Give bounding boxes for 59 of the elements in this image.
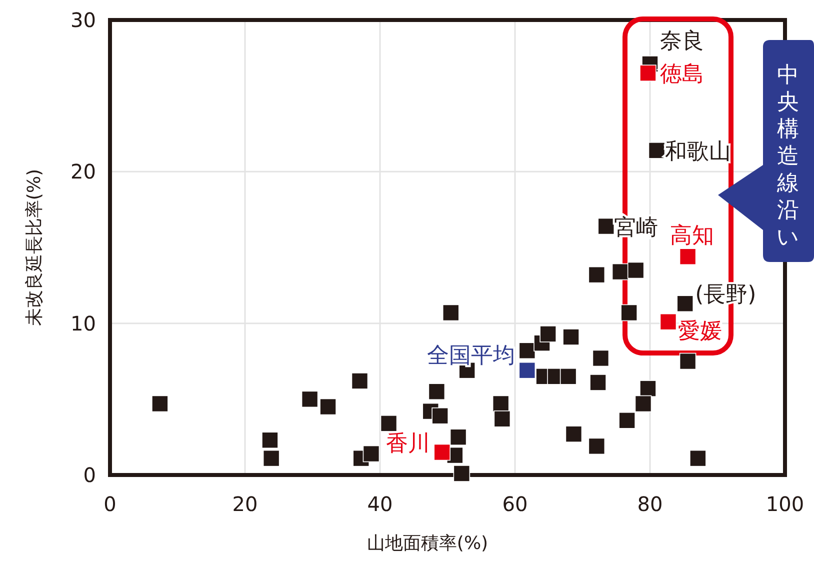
point [588,266,606,284]
point [301,390,318,408]
annotation: 和歌山 [664,139,731,164]
point [627,262,644,279]
point [679,248,696,265]
point [640,380,656,397]
point [518,362,536,379]
point [434,444,450,461]
point [618,412,636,429]
point [620,304,638,322]
point [588,438,606,455]
x-tick-label: 40 [367,492,393,516]
point [634,395,652,412]
point [320,398,336,416]
annotation: 高知 [670,224,714,249]
y-tick-label: 30 [70,8,96,32]
x-tick-label: 0 [104,492,116,516]
point [560,368,577,385]
point [450,428,467,446]
point [660,313,677,330]
x-tick-label: 80 [637,492,663,516]
annotation: 香川 [386,431,430,456]
point [380,415,398,432]
annotation: 中央構造線沿い [776,63,800,250]
point [565,426,582,442]
point [592,350,610,367]
x-tick-label: 60 [502,492,528,516]
point [676,295,694,312]
y-tick-label: 20 [70,160,96,184]
point [494,410,511,428]
point [690,450,706,467]
point [640,64,656,82]
point [262,432,278,449]
x-axis-title: 山地面積率(%) [366,533,488,554]
y-tick-label: 10 [70,311,96,336]
x-tick-label: 20 [232,492,258,516]
point [432,407,448,424]
point [442,304,460,322]
annotation: 奈良 [660,28,704,54]
point [540,326,556,342]
point [679,352,696,370]
point [428,383,446,400]
point [612,263,629,280]
point [351,372,368,390]
annotation: 徳島 [660,62,704,88]
annotation: 愛媛 [678,318,722,344]
point [598,218,615,235]
point [362,445,380,462]
point [152,395,168,412]
point [562,328,580,346]
annotation: 全国平均 [427,343,516,368]
y-tick-label: 0 [83,463,96,487]
point [648,142,666,159]
point [518,342,536,360]
y-axis-title: 未改良延長比率(%) [24,168,45,326]
point [590,374,606,391]
x-tick-label: 100 [766,492,804,516]
point [262,450,280,467]
point [453,465,470,482]
